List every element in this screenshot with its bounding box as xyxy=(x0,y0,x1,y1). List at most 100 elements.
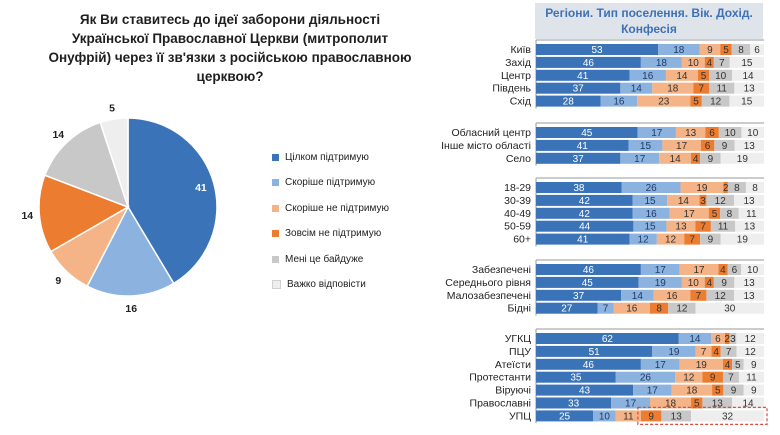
bar-segment xyxy=(743,384,764,396)
bar-segment xyxy=(597,302,614,314)
bar-segment-label: 12 xyxy=(715,291,727,302)
bar-segment-label: 18 xyxy=(665,399,677,410)
bar-segment-label: 14 xyxy=(670,154,682,165)
bar-segment-label: 19 xyxy=(668,347,680,358)
bar-segment xyxy=(735,220,764,232)
pie-slice-label: 14 xyxy=(21,210,33,222)
bar-segment-label: 12 xyxy=(665,235,677,246)
bar-segment xyxy=(702,397,733,409)
bar-segment xyxy=(729,56,764,68)
row-label: 40-49 xyxy=(504,208,531,220)
bar-segment xyxy=(700,152,721,164)
row-label: Село xyxy=(506,153,531,165)
bar-segment xyxy=(743,358,764,370)
bar-segment-label: 25 xyxy=(559,411,571,422)
legend-item: Зовсім не підтримую xyxy=(272,227,381,241)
bar-segment-label: 35 xyxy=(570,373,582,384)
bar-segment-label: 8 xyxy=(752,183,758,194)
bar-segment-label: 12 xyxy=(715,196,727,207)
bar-segment-label: 9 xyxy=(708,154,714,165)
bar-segment-label: 42 xyxy=(579,209,591,220)
bar-segment-label: 5 xyxy=(701,71,707,82)
pie-slice xyxy=(99,117,129,208)
bar-segment xyxy=(690,289,707,301)
bar-segment-label: 33 xyxy=(568,399,580,410)
bar-segment xyxy=(697,69,710,81)
bar-segment-label: 17 xyxy=(684,209,696,220)
bar-segment-label: 6 xyxy=(754,45,760,56)
bar-segment xyxy=(640,264,680,275)
bar-segment xyxy=(675,371,703,383)
bar-segment-label: 37 xyxy=(573,154,585,165)
bar-segment-label: 4 xyxy=(720,265,726,276)
bar-segment xyxy=(536,333,679,344)
row-label: Інше місто області xyxy=(441,140,531,152)
row-label: Бідні xyxy=(508,303,531,315)
bar-segment-label: 3 xyxy=(700,196,706,207)
bar-segment xyxy=(536,152,621,164)
bar-segment xyxy=(536,44,659,55)
bar-segment-label: 12 xyxy=(676,304,688,315)
bar-segment xyxy=(632,207,670,219)
row-label: 18-29 xyxy=(504,182,531,194)
bar-segment xyxy=(720,44,732,55)
bar-segment xyxy=(720,233,764,245)
bar-segment-label: 5 xyxy=(712,209,718,220)
bar-segment-label: 11 xyxy=(746,209,757,220)
bar-segment-label: 18 xyxy=(656,58,668,69)
row-label: Православні xyxy=(470,398,531,410)
bar-segment xyxy=(653,289,691,301)
bar-segment-label: 45 xyxy=(582,278,594,289)
bar-segment xyxy=(699,194,707,206)
legend-swatch xyxy=(272,230,279,237)
bar-segment xyxy=(628,139,663,151)
legend-label: Зовсім не підтримую xyxy=(285,228,382,239)
bar-segment xyxy=(691,397,703,409)
bar-segment-label: 17 xyxy=(625,399,637,410)
bar-segment-label: 13 xyxy=(675,222,687,233)
legend-label: Важко відповісти xyxy=(287,279,366,290)
bar-segment-label: 17 xyxy=(647,386,659,397)
bar-segment xyxy=(745,182,764,193)
bar-segment-label: 19 xyxy=(737,154,749,165)
bar-segment xyxy=(724,333,730,344)
bar-segment xyxy=(633,384,672,396)
row-label: УПЦ xyxy=(509,410,531,422)
bar-segment-label: 18 xyxy=(667,84,679,95)
bar-segment xyxy=(708,207,721,219)
bar-segment xyxy=(741,264,764,275)
bar-segment xyxy=(723,182,728,193)
bar-segment-label: 9 xyxy=(731,386,737,397)
bar-segment-label: 9 xyxy=(722,141,728,152)
bar-segment-label: 16 xyxy=(626,304,638,315)
bar-segment xyxy=(729,333,737,344)
bar-segment xyxy=(637,127,676,138)
bar-segment-label: 11 xyxy=(746,373,757,384)
bar-segment-label: 15 xyxy=(640,141,652,152)
pie-slice xyxy=(127,117,218,285)
bar-segment-label: 19 xyxy=(696,183,708,194)
bar-segment xyxy=(621,289,654,301)
bar-segment xyxy=(536,302,598,314)
bar-segment xyxy=(650,302,669,314)
bar-segment-label: 46 xyxy=(583,360,595,371)
bar-segment xyxy=(633,220,667,232)
legend-label: Скоріше не підтримую xyxy=(285,202,389,214)
bar-segment-label: 17 xyxy=(634,154,646,165)
bar-segment xyxy=(723,384,744,396)
bar-segment xyxy=(681,56,705,68)
bar-segment-label: 7 xyxy=(701,347,707,358)
bar-segment xyxy=(734,289,764,301)
bar-segment xyxy=(536,371,616,383)
bar-segment-label: 41 xyxy=(577,141,589,152)
bar-segment xyxy=(691,410,764,422)
bar-segment xyxy=(695,302,764,314)
bar-segment xyxy=(620,82,653,94)
bar-segment xyxy=(536,182,622,193)
bar-segment-label: 38 xyxy=(573,183,585,194)
bar-segment-label: 26 xyxy=(646,183,658,194)
row-label: 30-39 xyxy=(504,195,531,207)
bar-segment-label: 6 xyxy=(705,141,711,152)
bar-segment xyxy=(750,44,764,55)
